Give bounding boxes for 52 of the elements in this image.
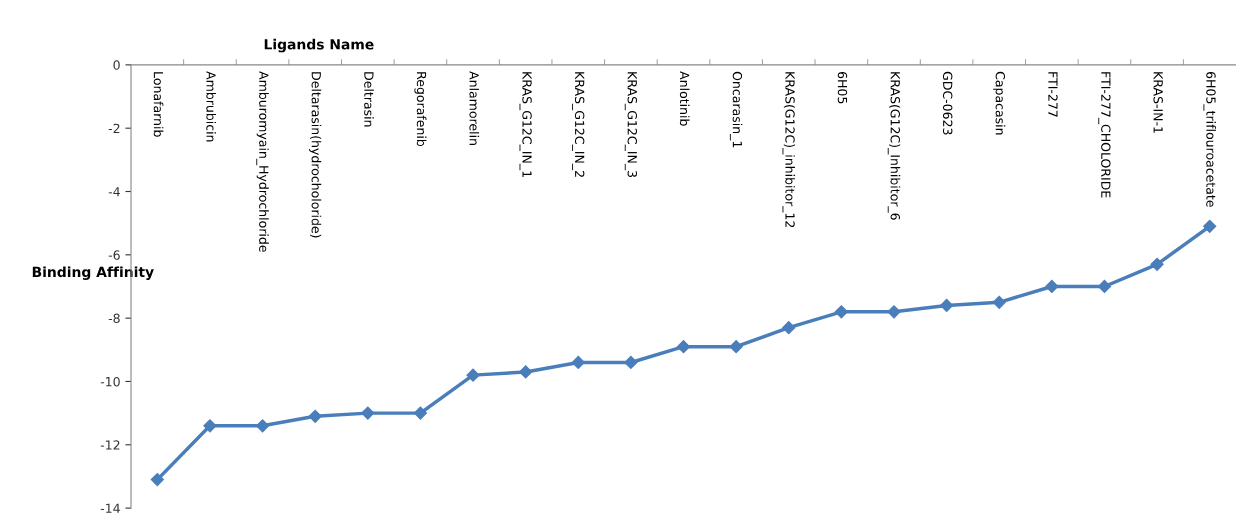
point <box>1203 219 1217 233</box>
point <box>466 368 480 382</box>
point <box>1045 279 1059 294</box>
point <box>676 340 691 354</box>
point <box>782 321 796 335</box>
point <box>1097 279 1112 294</box>
x-tick-label: Deltrasin <box>364 72 374 127</box>
y-tick-label: -8 <box>108 313 120 324</box>
y-tick-label: -6 <box>108 250 120 260</box>
point <box>887 305 901 319</box>
x-tick-label: KRAS_G12C_IN_2 <box>572 72 585 177</box>
x-tick-label: FTI-277_CHOLORIDE <box>1098 72 1111 198</box>
y-tick-label: -14 <box>100 503 120 513</box>
x-tick-label: FTI-277 <box>1048 72 1058 117</box>
x-tick-label: Anlotinib <box>679 71 690 126</box>
x-tick-label: KRAS-IN-1 <box>1153 72 1163 133</box>
point <box>150 473 164 487</box>
x-tick-label: Lonafarnib <box>153 72 164 137</box>
x-tick-label: KRAS_G12C_IN_3 <box>624 72 637 178</box>
x-tick-label: GDC-0623 <box>942 71 953 135</box>
point <box>940 298 954 313</box>
point <box>571 355 585 370</box>
point <box>624 355 638 370</box>
x-tick-label: KRAS_G12C_IN_1 <box>519 72 532 177</box>
point <box>992 295 1006 309</box>
point <box>519 365 533 379</box>
x-tick-label: Amburomyain_Hydrochloride <box>256 71 269 252</box>
x-tick-label: Anlamorelin <box>469 71 480 145</box>
point <box>413 406 428 420</box>
x-axis-title: Ligands Name <box>264 38 374 53</box>
x-tick-label: KRAS(G12C)_inhibitor_12 <box>782 72 795 228</box>
y-tick-label: 0 <box>113 60 120 70</box>
point <box>308 409 322 423</box>
point <box>834 305 848 319</box>
point <box>203 419 217 433</box>
x-tick-label: 6H05_triflouroacetate <box>1203 72 1216 207</box>
y-axis-title: Binding Affinity <box>32 266 154 280</box>
point <box>361 406 375 420</box>
y-tick-label: -10 <box>100 376 120 387</box>
y-tick-label: -2 <box>108 123 120 133</box>
x-tick-label: Regorafenib <box>414 72 427 147</box>
point <box>729 340 743 354</box>
point <box>255 419 270 433</box>
y-tick-label: -4 <box>108 187 120 197</box>
x-tick-label: Ambrubicin <box>206 71 216 142</box>
x-tick-label: Capacasin <box>993 71 1006 135</box>
x-tick-label: 6H05 <box>837 72 848 104</box>
point <box>1150 257 1164 271</box>
y-tick-label: -12 <box>100 440 120 450</box>
x-tick-label: Oncarasin_1 <box>729 71 743 148</box>
x-tick-label: Deltarasin(hydrocholoride) <box>309 72 322 238</box>
x-tick-label: KRAS(G12C)_Inhibitor_6 <box>887 72 901 220</box>
